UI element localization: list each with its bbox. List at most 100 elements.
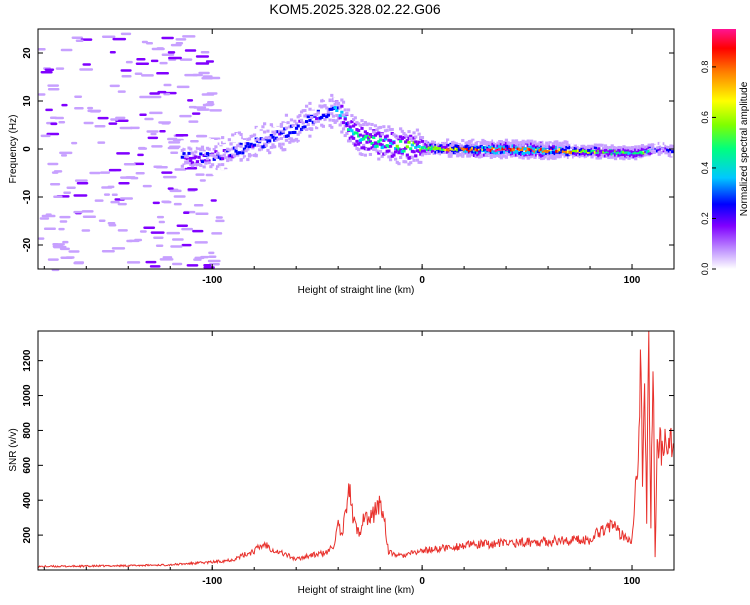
spectrogram-ridge-cell: [244, 157, 248, 161]
spectrogram-ridge-cell: [582, 154, 586, 158]
spectrogram-ridge-cell: [199, 152, 203, 156]
spectrogram-noise-cell: [55, 67, 65, 70]
spectrogram-ridge-cell: [189, 162, 193, 166]
spectrogram-ridge-cell: [518, 155, 522, 159]
spectrogram-ridge-cell: [328, 99, 332, 103]
spectrogram-ridge-cell: [352, 118, 356, 122]
spectrogram-ridge-cell: [390, 154, 394, 158]
spectrogram-ridge-cell: [404, 146, 408, 150]
spectrogram-y-tick-label: -20: [22, 237, 33, 252]
spectrogram-ridge-cell: [298, 130, 302, 134]
spectrogram-ridge-cell: [330, 93, 334, 97]
spectrogram-ridge-cell: [456, 141, 460, 145]
spectrogram-noise-cell: [111, 193, 118, 197]
spectrogram-ridge-cell: [610, 155, 614, 159]
spectrogram-ridge-cell: [343, 124, 347, 128]
spectrogram-ridge-cell: [441, 140, 445, 144]
spectrogram-ridge-cell: [192, 153, 196, 157]
spectrogram-ridge-cell: [362, 122, 366, 126]
spectrogram-noise-cell: [201, 93, 215, 96]
spectrogram-ridge-cell: [380, 143, 384, 147]
spectrogram-ridge-cell: [256, 144, 260, 148]
spectrogram-ridge-cell: [388, 144, 393, 148]
spectrogram-ridge-cell: [498, 147, 502, 151]
spectrogram-ridge-cell: [363, 135, 367, 139]
spectrogram-ridge-cell: [509, 151, 514, 155]
spectrogram-ridge-cell: [467, 147, 472, 151]
spectrogram-ridge-cell: [298, 109, 302, 113]
spectrogram-noise-cell: [176, 85, 190, 89]
spectrogram-ridge-cell: [252, 133, 257, 137]
spectrogram-ridge-cell: [590, 155, 594, 159]
spectrogram-ridge-cell: [321, 124, 325, 128]
spectrogram-ridge-cell: [269, 136, 273, 140]
spectrogram-ridge-cell: [424, 142, 428, 146]
spectrogram-ridge-cell: [429, 139, 433, 143]
spectrogram-ridge-cell: [474, 151, 478, 155]
spectrogram-noise-cell: [163, 92, 171, 96]
spectrogram-ridge-cell: [565, 145, 569, 149]
spectrogram-noise-cell: [209, 109, 222, 112]
spectrogram-ridge-cell: [462, 148, 467, 152]
spectrogram-ridge-cell: [639, 146, 643, 150]
spectrogram-ridge-cell: [493, 151, 497, 155]
spectrogram-ridge-cell: [395, 148, 399, 152]
spectrogram-ridge-cell: [511, 144, 515, 148]
spectrogram-ridge-cell: [639, 153, 643, 157]
spectrogram-ridge-cell: [595, 143, 599, 147]
spectrogram-noise-cell: [107, 222, 116, 225]
spectrogram-ridge-cell: [271, 143, 275, 147]
spectrogram-ridge-cell: [276, 148, 280, 152]
spectrogram-ridge-cell: [315, 113, 319, 117]
spectrogram-ridge-cell: [266, 148, 270, 152]
spectrogram-ridge-cell: [511, 148, 515, 152]
spectrogram-ridge-cell: [452, 147, 456, 151]
spectrogram-ridge-cell: [441, 138, 445, 142]
spectrogram-ridge-cell: [259, 153, 263, 157]
spectrogram-ridge-cell: [434, 153, 438, 157]
spectrogram-ridge-cell: [464, 145, 468, 149]
spectrogram-ridge-cell: [498, 140, 502, 144]
spectrogram-ridge-cell: [199, 166, 203, 170]
spectrogram-ridge-cell: [477, 147, 482, 151]
spectrogram-ridge-cell: [613, 153, 618, 157]
spectrogram-ridge-cell: [630, 155, 634, 159]
spectrogram-ridge-cell: [578, 149, 582, 153]
spectrogram-ridge-cell: [477, 142, 482, 146]
spectrogram-ridge-cell: [316, 123, 320, 127]
spectrogram-ridge-cell: [227, 156, 231, 160]
spectrogram-ridge-cell: [244, 132, 248, 136]
spectrogram-ridge-cell: [318, 104, 322, 108]
spectrogram-noise-cell: [195, 62, 210, 65]
spectrogram-noise-cell: [168, 141, 181, 144]
spectrogram-ridge-cell: [400, 150, 404, 154]
spectrogram-ridge-cell: [540, 147, 544, 151]
spectrogram-ridge-cell: [466, 141, 470, 145]
spectrogram-ridge-cell: [531, 144, 535, 148]
spectrogram-ridge-cell: [333, 102, 337, 106]
spectrogram-ridge-cell: [375, 142, 379, 146]
spectrogram-ridge-cell: [528, 151, 532, 155]
spectrogram-ridge-cell: [306, 110, 310, 114]
spectrogram-noise-cell: [190, 139, 199, 143]
spectrogram-noise-cell: [135, 62, 150, 65]
spectrogram-ridge-cell: [622, 150, 626, 154]
spectrogram-ridge-cell: [519, 141, 524, 145]
spectrogram-ridge-cell: [608, 149, 613, 153]
spectrogram-ridge-cell: [587, 150, 591, 154]
spectrogram-ridge-cell: [375, 132, 379, 136]
spectrogram-ridge-cell: [513, 140, 517, 144]
spectrogram-ridge-cell: [446, 143, 450, 147]
snr-y-tick-label: 600: [22, 457, 33, 474]
spectrogram-ridge-cell: [419, 148, 423, 152]
spectrogram-ridge-cell: [263, 142, 267, 146]
spectrogram-ridge-cell: [624, 154, 628, 158]
spectrogram-ridge-cell: [486, 148, 490, 152]
spectrogram-ridge-cell: [274, 138, 278, 142]
spectrogram-ridge-cell: [242, 136, 247, 140]
spectrogram-ridge-cell: [338, 114, 342, 118]
spectrogram-ridge-cell: [519, 144, 524, 148]
spectrogram-ridge-cell: [328, 107, 332, 111]
spectrogram-ridge-cell: [299, 118, 304, 122]
spectrogram-ridge-cell: [449, 144, 453, 148]
